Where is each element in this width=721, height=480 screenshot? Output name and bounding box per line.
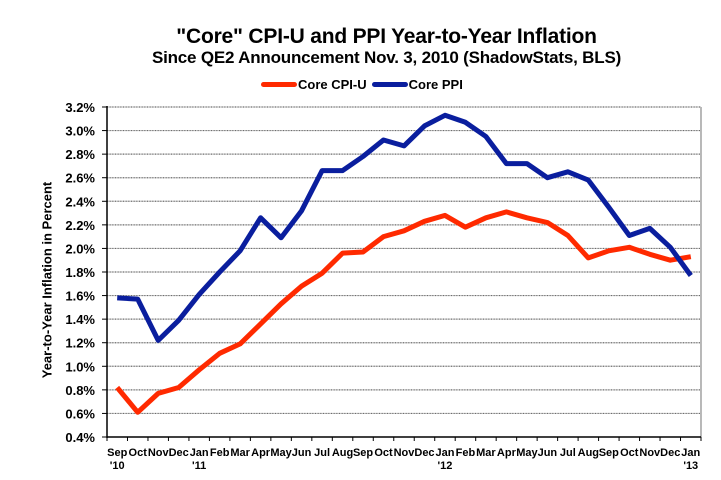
y-tick-label: 0.4% (65, 430, 95, 445)
x-tick-year-label: '10 (110, 460, 125, 472)
y-tick-label: 1.2% (65, 336, 95, 351)
x-tick-label: Feb (210, 447, 230, 459)
legend: Core CPI-U Core PPI (261, 76, 468, 92)
x-tick-label: Jul (314, 447, 330, 459)
legend-swatch-cpi (261, 81, 297, 87)
x-tick-label: Dec (169, 447, 189, 459)
y-tick-label: 1.8% (65, 265, 95, 280)
x-tick-label: Sep (599, 447, 619, 459)
y-tick-label: 0.6% (65, 406, 95, 421)
x-tick-label: Sep (107, 447, 127, 459)
x-tick-label: Aug (332, 447, 353, 459)
x-tick-label: Jun (538, 447, 558, 459)
y-tick-label: 2.4% (65, 194, 95, 209)
y-tick-label: 2.2% (65, 218, 95, 233)
x-tick-label: Jan (681, 447, 700, 459)
x-tick-label: Jun (292, 447, 312, 459)
legend-label-cpi: Core CPI-U (298, 76, 367, 92)
y-tick-label: 2.6% (65, 171, 95, 186)
x-tick-label: Jan (435, 447, 454, 459)
x-tick-label: Mar (476, 447, 496, 459)
x-tick-label: Dec (660, 447, 680, 459)
chart-title: "Core" CPI-U and PPI Year-to-Year Inflat… (176, 25, 597, 48)
x-tick-label: Oct (620, 447, 639, 459)
x-tick-label: Mar (230, 447, 250, 459)
x-tick-label: Sep (353, 447, 373, 459)
x-tick-label: May (270, 447, 292, 459)
series-line-core-cpi-u (115, 209, 692, 415)
x-tick-label: Aug (578, 447, 599, 459)
y-tick-label: 1.0% (65, 359, 95, 374)
gridlines (107, 106, 701, 415)
axes (102, 106, 702, 441)
x-tick-label: Apr (497, 447, 517, 459)
legend-swatch-ppi (371, 81, 408, 87)
y-tick-label: 3.0% (65, 124, 95, 139)
chart-subtitle: Since QE2 Announcement Nov. 3, 2010 (Sha… (151, 48, 622, 67)
x-tick-label: Nov (394, 447, 416, 459)
x-tick-label: May (516, 447, 538, 459)
series-line-core-ppi (117, 112, 693, 343)
series-lines (115, 112, 693, 415)
x-tick-year-label: '13 (683, 460, 698, 472)
y-tick-label: 3.2% (65, 100, 95, 115)
y-tick-label: 2.8% (65, 147, 95, 162)
x-tick-label: Jul (560, 447, 576, 459)
y-tick-label: 0.8% (65, 383, 95, 398)
x-tick-label: Oct (374, 447, 393, 459)
x-tick-label: Jan (190, 447, 209, 459)
x-tick-label: Oct (129, 447, 148, 459)
x-tick-label: Dec (414, 447, 434, 459)
x-tick-label: Apr (251, 447, 271, 459)
y-tick-labels: 0.4% 0.6% 0.8% 1.0% 1.2% 1.4% 1.6% 1.8% 2.0% 2.2%… (65, 100, 95, 445)
x-tick-year-label: '11 (192, 460, 206, 472)
x-tick-label: Feb (456, 447, 476, 459)
y-tick-label: 1.4% (65, 312, 95, 327)
x-tick-label: Nov (639, 447, 661, 459)
legend-item-cpi: Core CPI-U (261, 77, 367, 92)
y-tick-label: 1.6% (65, 289, 95, 304)
y-tick-label: 2.0% (65, 241, 95, 256)
x-tick-year-label: '12 (438, 460, 453, 472)
legend-label-ppi: Core PPI (408, 76, 463, 92)
legend-item-ppi: Core PPI (371, 76, 463, 92)
x-tick-label: Nov (148, 447, 170, 459)
